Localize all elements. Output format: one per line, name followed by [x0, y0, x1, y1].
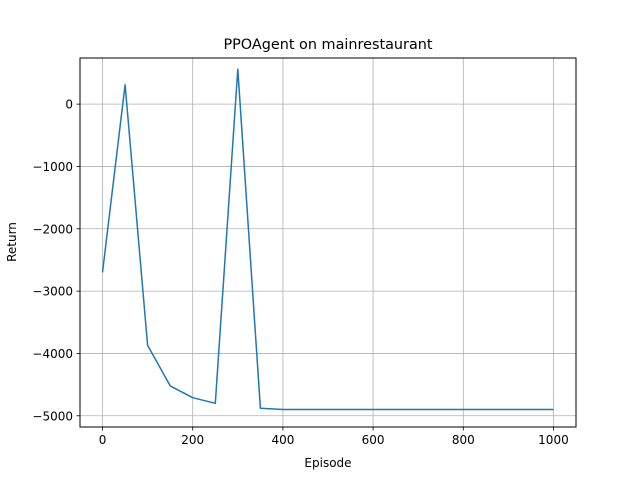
series-line	[101, 68, 554, 411]
x-tick-label: 200	[181, 433, 204, 447]
chart-title: PPOAgent on mainrestaurant	[223, 37, 432, 53]
axis-ticks: 0 200 400 600 800 1000 0 −1000 −2000 −3000 −4000 −5…	[32, 98, 568, 447]
y-tick-label: −2000	[32, 222, 73, 236]
grid	[80, 58, 576, 427]
x-tick-label: 400	[271, 433, 294, 447]
y-tick-label: −1000	[32, 160, 73, 174]
series-layer	[101, 68, 554, 411]
y-tick-label: −4000	[32, 347, 73, 361]
x-tick-label: 800	[452, 433, 475, 447]
y-axis-label: Return	[5, 222, 19, 262]
x-axis-label: Episode	[304, 456, 351, 470]
y-tick-label: 0	[65, 98, 73, 112]
y-tick-label: −3000	[32, 285, 73, 299]
plot-frame	[79, 57, 577, 428]
x-tick-label: 0	[99, 433, 107, 447]
x-tick-label: 1000	[538, 433, 569, 447]
x-tick-label: 600	[362, 433, 385, 447]
y-tick-label: −5000	[32, 409, 73, 423]
